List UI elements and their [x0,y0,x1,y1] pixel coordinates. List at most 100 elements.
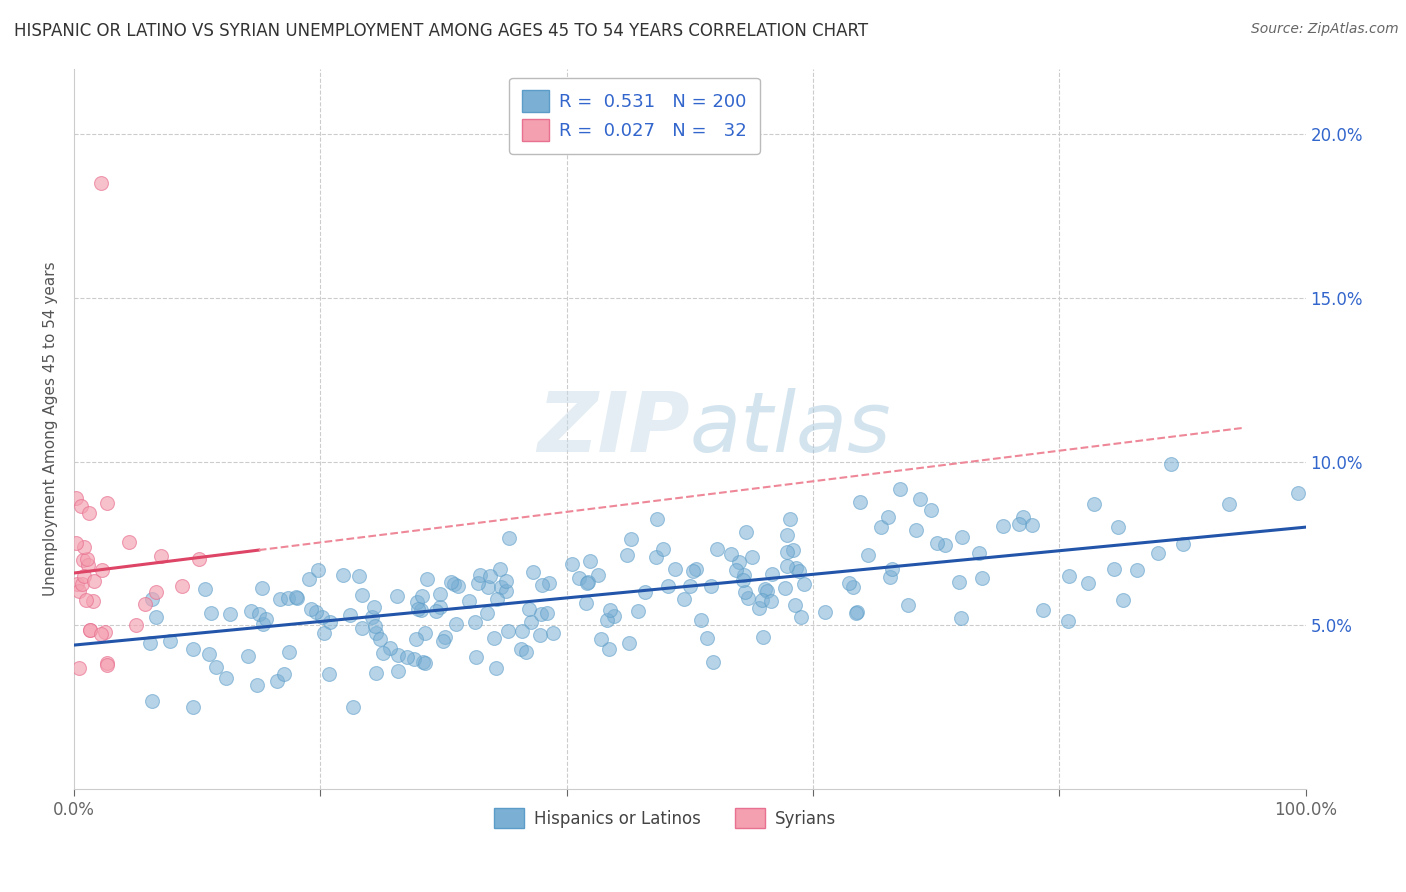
Point [735,524,758,539]
Point [96,496,118,510]
Point [748,601,770,615]
Point [949,610,972,624]
Point [349,568,371,582]
Point [696,631,718,645]
Point [576,575,599,590]
Point [489,562,512,576]
Point [125,617,148,632]
Point [277,645,299,659]
Point [934,538,956,552]
Point [702,655,724,669]
Point [197,647,219,661]
Point [1011,509,1033,524]
Text: ZIP: ZIP [537,388,690,469]
Point [90,626,112,640]
Point [159,634,181,648]
Point [1008,517,1031,532]
Point [634,585,657,599]
Point [842,581,865,595]
Point [814,605,837,619]
Point [311,610,333,624]
Point [616,548,638,562]
Point [838,576,860,591]
Point [65,577,87,591]
Point [446,579,468,593]
Point [734,585,756,599]
Point [72,552,94,566]
Point [754,582,776,596]
Point [77,558,100,572]
Point [741,549,763,564]
Point [380,640,402,655]
Point [83,574,105,588]
Point [927,536,949,550]
Point [65,536,87,550]
Point [318,667,340,681]
Point [724,564,747,578]
Point [79,623,101,637]
Point [350,622,373,636]
Point [870,520,893,534]
Point [361,609,384,624]
Point [1083,497,1105,511]
Point [368,632,391,646]
Point [785,561,807,575]
Point [588,567,610,582]
Point [477,580,499,594]
Point [285,591,308,605]
Point [467,576,489,591]
Point [411,589,433,603]
Point [82,594,104,608]
Point [404,651,426,665]
Point [846,605,869,619]
Point [387,648,409,662]
Point [139,636,162,650]
Point [602,608,624,623]
Point [568,570,591,584]
Point [1112,592,1135,607]
Point [149,549,172,563]
Point [413,625,436,640]
Point [645,550,668,565]
Point [779,512,801,526]
Point [429,599,451,614]
Y-axis label: Unemployment Among Ages 45 to 54 years: Unemployment Among Ages 45 to 54 years [44,261,58,596]
Point [512,624,534,639]
Point [541,626,564,640]
Point [489,580,512,594]
Point [596,614,619,628]
Point [733,568,755,582]
Point [879,570,901,584]
Point [856,548,879,562]
Point [408,602,430,616]
Point [482,631,505,645]
Point [690,613,713,627]
Point [307,563,329,577]
Text: HISPANIC OR LATINO VS SYRIAN UNEMPLOYMENT AMONG AGES 45 TO 54 YEARS CORRELATION : HISPANIC OR LATINO VS SYRIAN UNEMPLOYMEN… [14,22,868,40]
Point [366,625,388,640]
Point [776,558,799,573]
Point [538,576,561,591]
Point [751,593,773,607]
Point [657,579,679,593]
Point [188,552,211,566]
Point [319,615,342,629]
Point [761,567,783,582]
Point [117,535,139,549]
Point [96,656,118,670]
Point [845,607,868,621]
Point [664,562,686,576]
Point [385,589,408,603]
Point [339,608,361,623]
Point [699,579,721,593]
Point [782,543,804,558]
Point [478,569,501,583]
Point [363,600,385,615]
Point [720,547,742,561]
Point [682,564,704,578]
Point [254,612,277,626]
Point [440,575,463,590]
Point [415,572,437,586]
Point [446,616,468,631]
Point [79,623,101,637]
